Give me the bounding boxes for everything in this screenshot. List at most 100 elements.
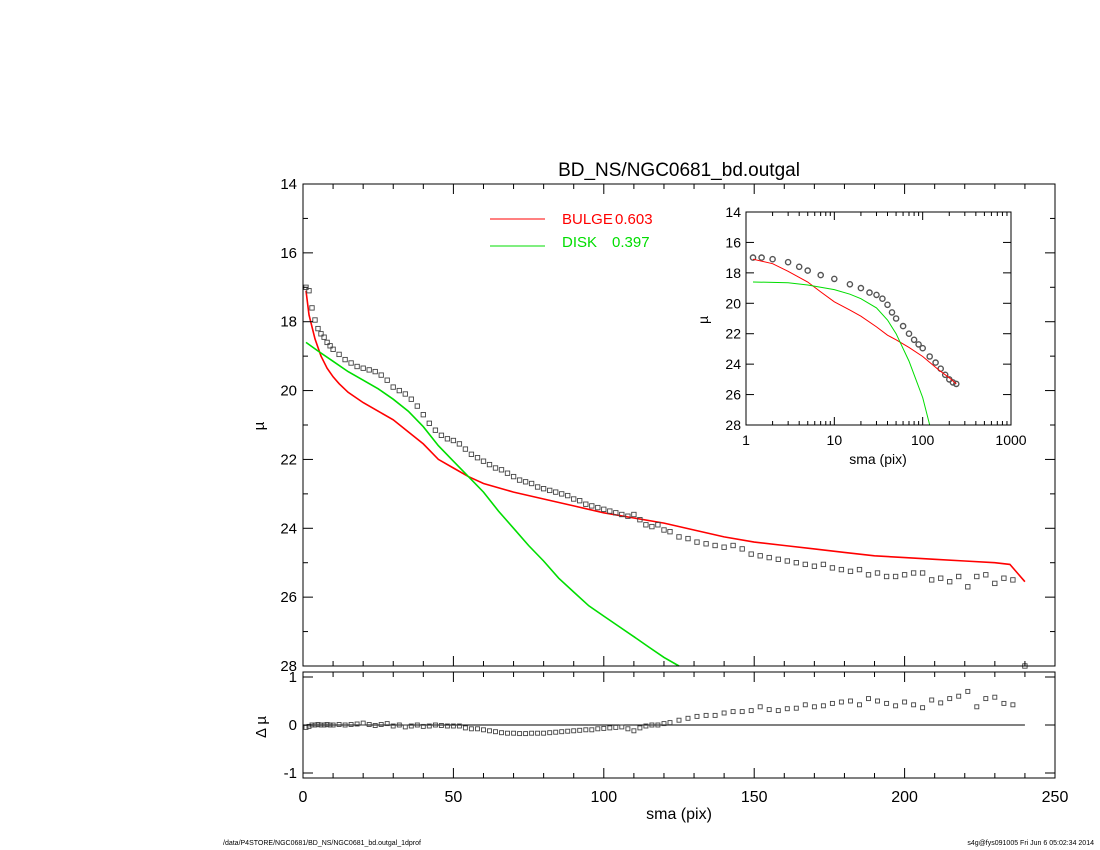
- inset-data-point: [857, 284, 865, 292]
- data-point: [553, 489, 559, 495]
- main-profile-panel: BD_NS/NGC0681_bd.outgal 14 16 18 20 22 24 26 28…: [251, 160, 1056, 675]
- residual-point: [820, 703, 826, 709]
- main-profile-marks: [303, 284, 1028, 669]
- x-tick-label: 50: [445, 789, 463, 806]
- residual-point: [336, 722, 342, 727]
- data-point: [318, 331, 324, 337]
- data-point: [462, 446, 469, 452]
- residual-point: [396, 722, 402, 728]
- inset-data-point: [879, 295, 886, 303]
- data-point: [504, 470, 511, 476]
- legend: BULGE 0.603 DISK 0.397: [490, 211, 653, 251]
- residual-point: [414, 722, 420, 728]
- inset-plot-frame: [745, 211, 1012, 426]
- data-point: [571, 496, 577, 502]
- residual-point: [499, 730, 504, 736]
- data-point: [315, 325, 321, 332]
- data-point: [528, 480, 535, 487]
- residual-point: [456, 723, 462, 729]
- disk-profile-line: [305, 341, 680, 667]
- residual-point: [547, 730, 553, 736]
- residual-point: [553, 729, 559, 735]
- residual-point: [983, 696, 989, 702]
- residual-point: [676, 717, 682, 723]
- inset-data-point: [846, 280, 854, 288]
- inset-y-tick-label: 14: [725, 204, 741, 220]
- residual-marks: [303, 688, 1025, 737]
- inset-data-point: [831, 275, 838, 283]
- residual-point: [559, 729, 565, 735]
- data-point: [992, 580, 998, 587]
- residual-point: [712, 712, 718, 718]
- main-axis-ticks: 14 16 18 20 22 24 26 28: [280, 176, 1056, 675]
- data-point: [811, 563, 818, 569]
- residual-point: [324, 722, 330, 727]
- residual-point: [655, 722, 661, 728]
- data-point: [468, 451, 475, 457]
- residual-point: [911, 702, 917, 708]
- residual-point: [306, 723, 312, 729]
- residual-y-tick-label: 1: [289, 669, 297, 686]
- residual-point: [390, 723, 396, 729]
- data-point: [438, 432, 445, 438]
- data-point: [516, 477, 523, 483]
- residual-point: [748, 708, 754, 714]
- residual-point: [838, 699, 844, 705]
- data-point: [330, 346, 336, 352]
- data-point: [390, 384, 396, 390]
- data-point: [309, 305, 315, 311]
- residual-point: [866, 696, 871, 702]
- inset-y-tick-label: 20: [725, 295, 741, 311]
- data-point: [426, 420, 432, 426]
- data-point: [583, 501, 589, 507]
- data-point: [408, 396, 414, 402]
- data-point: [802, 561, 808, 568]
- inset-data-point: [749, 254, 757, 261]
- legend-disk-value: 0.397: [612, 234, 650, 251]
- inset-data-point: [769, 255, 776, 263]
- inset-data-point: [817, 271, 825, 279]
- residual-point: [366, 722, 372, 727]
- inset-data-point: [866, 289, 873, 296]
- y-tick-label: 22: [280, 451, 297, 468]
- x-tick-label: 200: [891, 789, 918, 806]
- inset-data-point: [888, 309, 896, 316]
- data-point: [865, 572, 872, 578]
- inset-x-tick-label: 1000: [995, 432, 1026, 448]
- residual-point: [625, 726, 631, 732]
- residual-point: [420, 723, 426, 729]
- residual-point: [1010, 702, 1016, 708]
- data-point: [577, 498, 583, 504]
- residual-point: [360, 720, 366, 726]
- data-point: [607, 508, 613, 514]
- data-point: [676, 534, 682, 540]
- residual-point: [607, 725, 613, 731]
- inset-data-point: [915, 341, 922, 348]
- inset-data-point: [905, 330, 913, 338]
- inset-data-point: [899, 322, 907, 330]
- residual-point: [992, 694, 998, 700]
- residual-point: [1001, 700, 1007, 706]
- data-point: [1010, 577, 1016, 583]
- inset-y-tick-label: 28: [725, 417, 741, 433]
- data-point: [643, 522, 649, 528]
- inset-model-line: [752, 281, 931, 426]
- y-tick-label: 16: [280, 245, 297, 262]
- data-point: [336, 351, 342, 358]
- data-point: [414, 403, 420, 409]
- data-point: [766, 554, 772, 561]
- data-point: [306, 288, 312, 294]
- residual-point: [601, 725, 607, 731]
- residual-point: [619, 724, 625, 730]
- residual-y-axis-label: Δ µ: [253, 716, 270, 738]
- data-point: [547, 487, 553, 494]
- data-point: [938, 575, 944, 581]
- data-point: [396, 387, 402, 394]
- inset-y-tick-label: 22: [725, 326, 741, 342]
- residual-point: [730, 709, 736, 715]
- inset-log-panel: 14 16 18 20 22 24 26 281 10 100 1000 sma (pix) µ: [695, 204, 1027, 467]
- residual-point: [330, 722, 336, 728]
- data-point: [1001, 575, 1007, 581]
- data-point: [559, 491, 565, 497]
